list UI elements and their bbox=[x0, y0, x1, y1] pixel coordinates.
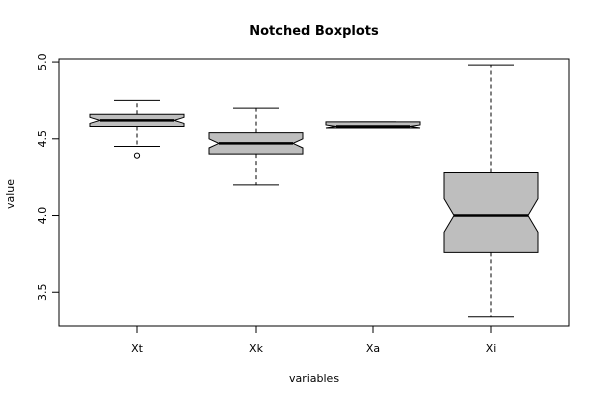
box-xk bbox=[208, 107, 304, 186]
y-tick-label: 4.5 bbox=[36, 130, 49, 148]
x-tick-label: Xt bbox=[131, 342, 144, 355]
y-tick-label: 3.5 bbox=[36, 283, 49, 301]
x-axis: Xt Xk Xa Xi bbox=[131, 326, 496, 355]
x-tick-label: Xi bbox=[486, 342, 497, 355]
x-tick-label: Xa bbox=[366, 342, 380, 355]
y-axis-label: value bbox=[4, 179, 17, 209]
x-axis-label: variables bbox=[289, 372, 339, 385]
plot-frame bbox=[58, 58, 570, 327]
y-tick-label: 5.0 bbox=[36, 53, 49, 71]
box-xa bbox=[325, 121, 421, 129]
boxplot-series bbox=[89, 64, 539, 318]
notched-box bbox=[443, 172, 539, 253]
box-xt bbox=[89, 99, 185, 159]
chart-title: Notched Boxplots bbox=[249, 24, 379, 39]
box-xi bbox=[443, 64, 539, 318]
y-axis: 3.5 4.0 4.5 5.0 bbox=[36, 53, 59, 301]
x-tick-label: Xk bbox=[249, 342, 264, 355]
outlier-point bbox=[133, 152, 141, 159]
y-tick-label: 4.0 bbox=[36, 207, 49, 225]
